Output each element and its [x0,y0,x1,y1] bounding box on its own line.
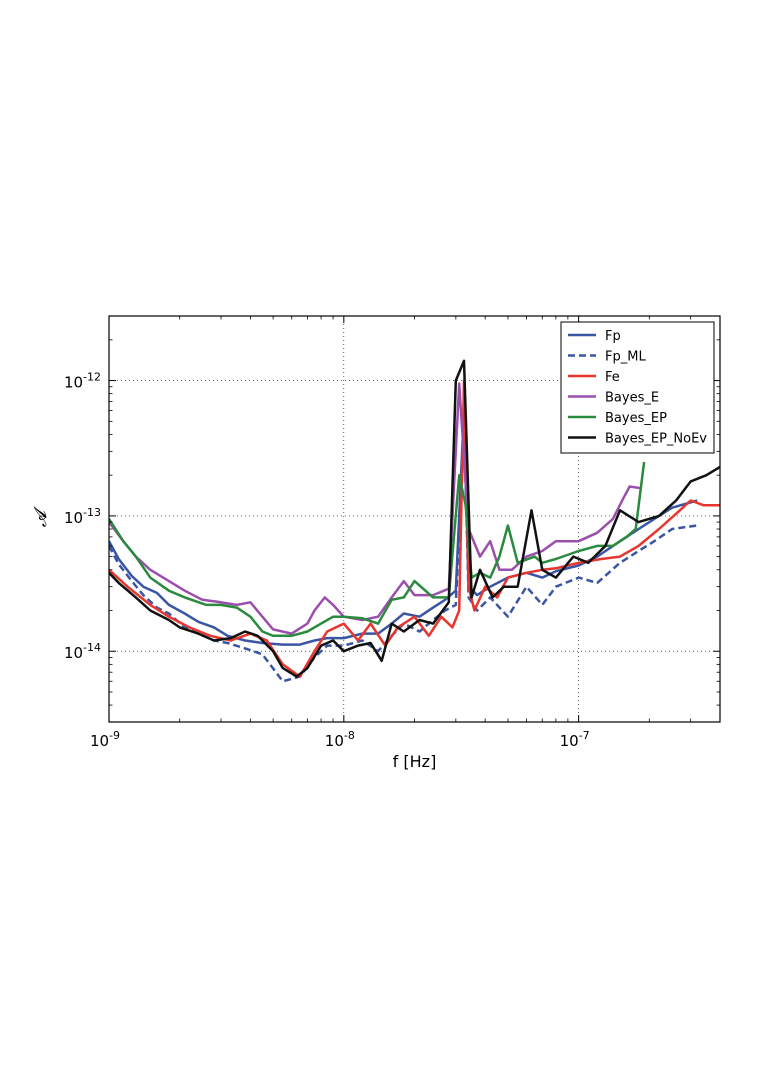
legend-label: Bayes_EP_NoEv [605,432,707,447]
x-tick-label: 10-8 [325,729,355,750]
y-tick-label: 10-13 [64,506,101,527]
x-tick-label: 10-7 [560,729,590,750]
y-tick-label: 10-14 [64,641,101,662]
y-axis-label: 𝓐 [31,505,51,527]
legend-label: Fp [605,329,621,344]
legend-label: Fe [605,370,620,385]
axis-ticks: 10-9 10-8 10-7 10-14 10-13 10-12 [64,316,720,750]
legend-label: Bayes_E [605,391,659,406]
x-tick-label: 10-9 [90,729,120,750]
legend: Fp Fp_ML Fe Bayes_E Bayes_EP Bayes_EP_NoEv [560,321,715,454]
legend-box [560,321,715,454]
series-line-fp [109,409,698,646]
legend-label: Bayes_EP [605,411,667,426]
x-axis-label: f [Hz] [393,752,437,771]
y-tick-label: 10-12 [64,371,101,392]
legend-label: Fp_ML [605,350,646,365]
series-lines [109,359,720,683]
series-line-bayes-ep-noev [109,359,720,678]
series-line-bayes-e [109,382,642,635]
series-line-fe [109,379,720,678]
series-line-fp-ml [109,420,698,683]
series-line-bayes-ep [109,461,646,638]
